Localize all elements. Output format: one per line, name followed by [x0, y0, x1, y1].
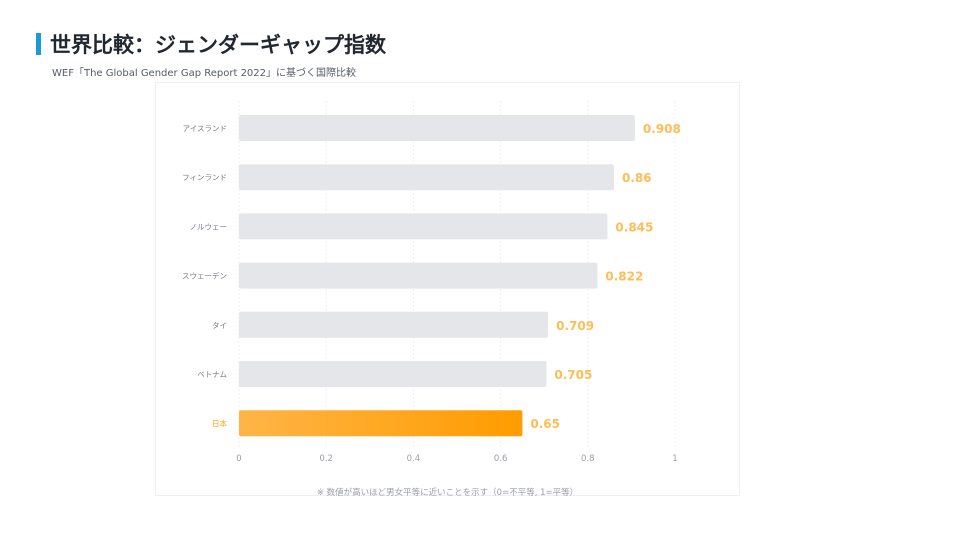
x-tick-label: 0: [236, 454, 241, 464]
bar: [239, 213, 608, 240]
value-label: 0.86: [622, 171, 652, 185]
value-label: 0.705: [554, 368, 592, 382]
bar: [239, 262, 598, 289]
value-label: 0.845: [615, 220, 653, 234]
category-label: ベトナム: [197, 370, 227, 379]
x-tick-label: 0.2: [319, 454, 333, 464]
value-label: 0.709: [556, 319, 594, 333]
category-label: 日本: [212, 418, 227, 428]
category-label: ノルウェー: [190, 222, 228, 231]
page-subtitle: WEF「The Global Gender Gap Report 2022」に基…: [52, 68, 357, 79]
bar: [239, 361, 547, 387]
x-tick-label: 0.6: [494, 454, 508, 464]
bar-highlight: [239, 410, 523, 437]
page-title: 世界比較：ジェンダーギャップ指数: [50, 33, 386, 57]
x-tick-label: 1: [672, 454, 677, 464]
chart-card: 0 0.2 0.4 0.6 0.8 1 アイスランド 0.908 フィンランド 0.86 ノルウェー…: [155, 82, 740, 496]
bar: [239, 115, 635, 141]
title-accent-bar: [36, 33, 41, 55]
bar: [239, 311, 549, 338]
category-label: スウェーデン: [182, 271, 227, 281]
category-label: アイスランド: [183, 124, 227, 133]
value-label: 0.908: [643, 122, 681, 136]
x-tick-label: 0.8: [581, 454, 595, 464]
x-tick-label: 0.4: [407, 454, 421, 464]
category-label: タイ: [212, 321, 227, 330]
bar: [239, 164, 614, 191]
category-label: フィンランド: [182, 173, 227, 182]
value-label: 0.65: [530, 417, 560, 431]
value-label: 0.822: [605, 270, 643, 284]
bar-chart: 0 0.2 0.4 0.6 0.8 1 アイスランド 0.908 フィンランド 0.86 ノルウェー…: [182, 101, 681, 464]
chart-footnote: ※ 数値が高いほど男女平等に近いことを示す（0=不平等, 1=平等）: [316, 488, 579, 498]
